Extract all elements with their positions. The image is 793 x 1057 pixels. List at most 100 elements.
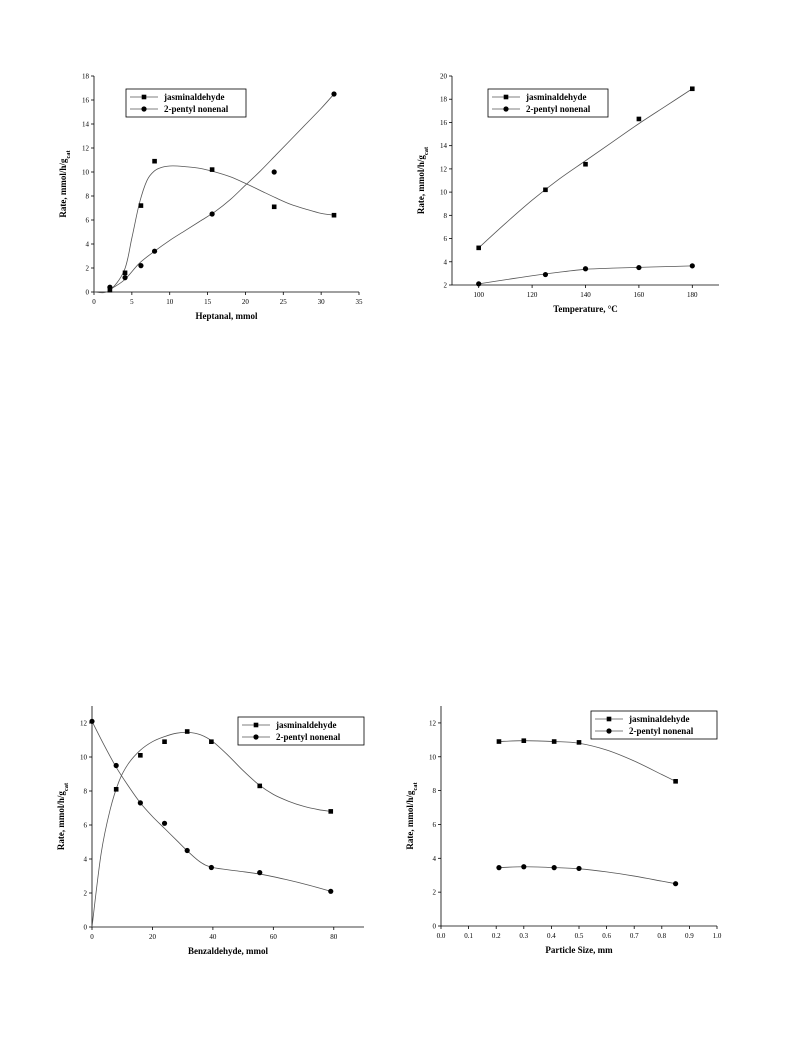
x-axis-title: Temperature, °C [553, 304, 618, 314]
square-marker [543, 187, 548, 193]
y-tick-label: 16 [440, 119, 448, 127]
x-tick-label: 0.4 [547, 932, 556, 940]
square-marker [257, 783, 263, 789]
circle-marker [151, 248, 158, 254]
x-axis-title: Heptanal, mmol [196, 311, 258, 321]
legend-marker [253, 722, 259, 728]
legend-box [125, 88, 247, 118]
x-tick-label: 100 [473, 291, 484, 299]
square-marker [521, 738, 527, 743]
square-marker [328, 809, 334, 814]
y-axis-title: Rate, mmol/h/gcat [405, 782, 419, 850]
series-jasminaldehyde [91, 729, 334, 928]
circle-marker [137, 800, 143, 806]
square-marker [152, 158, 157, 164]
series-jasminaldehyde [93, 158, 337, 294]
x-tick-label: 0 [90, 933, 94, 941]
y-tick-label: 18 [82, 73, 90, 81]
y-tick-label: 18 [440, 96, 448, 104]
square-marker [496, 739, 502, 744]
y-tick-label: 2 [86, 265, 90, 273]
circle-marker [328, 888, 334, 894]
y-tick-label: 10 [440, 189, 448, 197]
square-marker [476, 245, 481, 251]
y-axis-title: Rate, mmol/h/gcat [58, 150, 72, 218]
square-marker [636, 116, 642, 122]
y-tick-label: 0 [86, 289, 90, 297]
circle-marker [689, 263, 695, 269]
x-tick-label: 0.2 [492, 932, 501, 940]
square-marker [576, 740, 582, 745]
circle-marker [107, 284, 113, 290]
y-tick-label: 20 [440, 73, 448, 81]
circle-marker [208, 864, 214, 871]
x-tick-label: 0.7 [630, 932, 639, 940]
square-marker [551, 739, 557, 744]
series-pentyl-nonenal [107, 91, 337, 290]
square-marker [138, 753, 143, 758]
chart-particle-size-panel: 0.0 0.1 0.2 0.3 0.4 0.5 0.6 0.7 0.8 0.9 1.0 0 2 4 6 8 10… [405, 696, 744, 966]
square-marker [122, 270, 128, 276]
square-marker [107, 287, 113, 293]
x-tick-label: 10 [166, 298, 174, 306]
y-axis-title-subscript: cat [412, 782, 419, 791]
x-tick-label: 35 [356, 298, 364, 306]
x-tick-label: 80 [330, 933, 338, 941]
legend-label: 2-pentyl nonenal [164, 104, 229, 114]
series-fit-curve [91, 721, 331, 892]
y-tick-label: 2 [444, 282, 448, 290]
x-tick-label: 0.0 [437, 932, 446, 940]
legend-marker [503, 94, 509, 100]
circle-marker [113, 762, 119, 769]
square-marker [184, 729, 190, 734]
square-marker [271, 204, 277, 210]
y-tick-label: 6 [444, 235, 448, 243]
y-tick-label: 6 [86, 217, 90, 225]
y-tick-label: 16 [82, 97, 90, 105]
legend-label: 2-pentyl nonenal [276, 732, 341, 742]
circle-marker [551, 865, 557, 871]
y-tick-label: 12 [429, 719, 437, 727]
circle-marker [636, 264, 642, 271]
y-axis-title-main: Rate, mmol/h/g [405, 790, 415, 849]
legend-marker [503, 106, 509, 112]
chart-particle-size: 0.0 0.1 0.2 0.3 0.4 0.5 0.6 0.7 0.8 0.9 1.0 0 2 4 6 8 10… [405, 706, 722, 955]
y-axis-title-main: Rate, mmol/h/g [416, 155, 426, 214]
legend-label: 2-pentyl nonenal [526, 104, 591, 114]
square-marker [113, 787, 119, 792]
chart-heptanal: 0 5 10 15 20 25 30 35 0 2 4 6 8 10 12 14 16 18 Heptanal, m… [58, 73, 364, 322]
circle-marker [476, 281, 482, 287]
y-tick-label: 14 [440, 142, 448, 150]
legend-label: jasminaldehyde [275, 720, 337, 730]
y-tick-label: 4 [86, 241, 90, 249]
y-tick-label: 2 [433, 889, 437, 897]
circle-marker [209, 211, 215, 217]
y-axis-title: Rate, mmol/h/gcat [416, 146, 430, 214]
y-tick-label: 12 [82, 145, 90, 153]
legend-box [487, 88, 609, 118]
series-fit-curve [91, 731, 331, 928]
x-tick-label: 0.6 [602, 932, 611, 940]
legend-label: jasminaldehyde [628, 714, 690, 724]
square-marker [583, 161, 588, 167]
x-tick-label: 15 [204, 298, 212, 306]
legend-label: jasminaldehyde [163, 92, 225, 102]
series-pentyl-nonenal [89, 718, 334, 894]
chart-heptanal-panel: 0 5 10 15 20 25 30 35 0 2 4 6 8 10 12 14 16 18 Heptanal, m… [48, 66, 378, 336]
y-tick-label: 2 [84, 890, 88, 898]
y-tick-label: 12 [440, 165, 448, 173]
y-tick-label: 0 [433, 923, 437, 931]
series-fit-curve [109, 93, 335, 290]
circle-marker [257, 870, 263, 876]
legend-marker [606, 728, 612, 734]
x-tick-label: 0.8 [657, 932, 666, 940]
series-fit-curve [93, 165, 335, 294]
legend-marker [141, 106, 147, 112]
x-tick-label: 160 [634, 291, 645, 299]
y-tick-label: 0 [84, 924, 88, 932]
legend-label: 2-pentyl nonenal [629, 726, 694, 736]
legend: jasminaldehyde 2-pentyl nonenal [487, 88, 609, 118]
legend-box [237, 716, 365, 746]
y-tick-label: 12 [80, 720, 88, 728]
y-tick-label: 8 [84, 788, 88, 796]
